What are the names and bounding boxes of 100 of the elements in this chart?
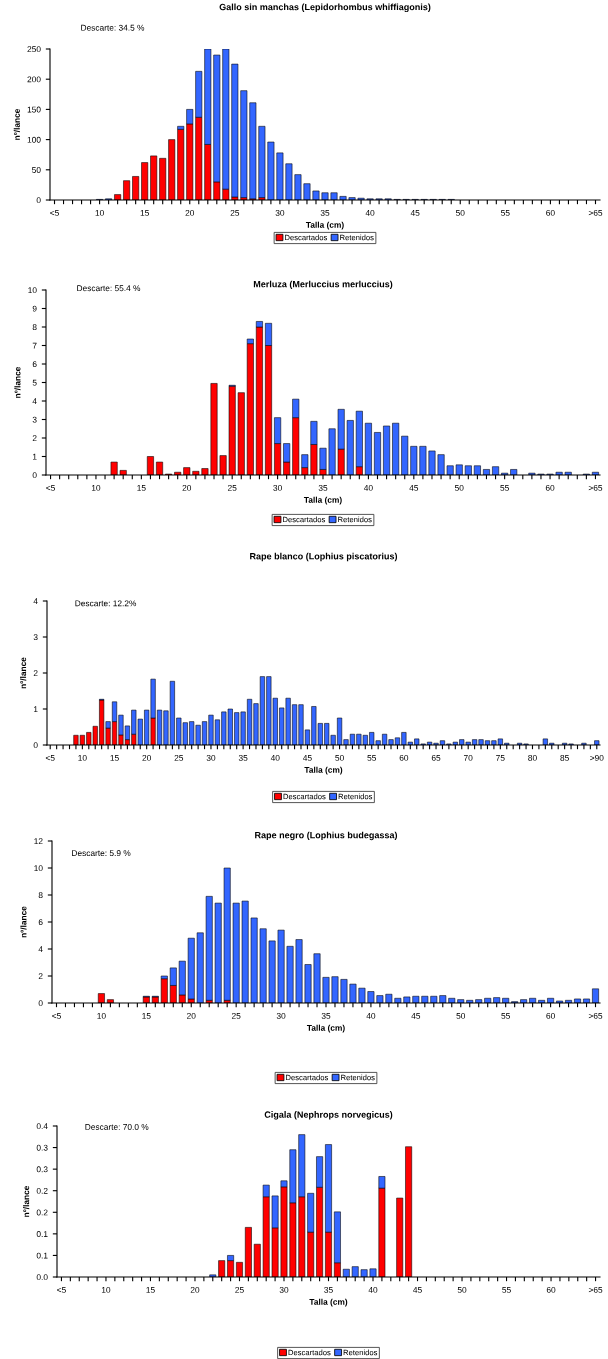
x-axis-title: Talla (cm) [306, 1024, 345, 1033]
x-tick-label: <5 [46, 485, 55, 491]
x-tick-label: 15 [110, 755, 119, 761]
x-tick-label: 60 [399, 754, 409, 761]
x-tick-label: >65 [588, 1286, 603, 1293]
y-tick-label: 2 [33, 670, 38, 677]
x-tick-label: >90 [590, 754, 604, 761]
x-tick-label: 25 [174, 754, 184, 761]
x-tick-label: 15 [146, 1287, 155, 1293]
x-tick-label: 10 [78, 754, 87, 761]
x-tick-label: <5 [52, 1013, 61, 1019]
x-tick-label: 50 [335, 754, 344, 761]
chart-title: Gallo sin manchas (Lepidorhombus whiffiagonis) [219, 3, 431, 13]
y-tick-label: 4 [33, 598, 38, 605]
annotation: Descarte: 55.4 % [77, 285, 141, 292]
x-tick-label: 30 [273, 484, 282, 491]
y-tick-label: 4 [32, 398, 37, 405]
y-tick-label: 12 [34, 838, 43, 845]
chart-title: Rape negro (Lophius budegassa) [255, 831, 398, 841]
annotation: Descarte: 70.0 % [85, 1124, 149, 1130]
annotation: Descarte: 5.9 % [72, 850, 131, 857]
text: Descarte: 34.5 % [81, 24, 145, 31]
y-tick-label: 7 [32, 342, 37, 349]
y-tick-label: 150 [27, 106, 41, 113]
x-tick-label: 40 [270, 754, 280, 761]
x-axis-title: Talla (cm) [304, 766, 343, 775]
x-tick-label: 10 [97, 1012, 106, 1019]
y-tick-label: 3 [32, 416, 37, 423]
y-axis-title: nº/lance [14, 366, 21, 398]
annotation: Descarte: 12.2% [75, 600, 137, 607]
x-axis-title: Talla (cm) [309, 1298, 348, 1307]
x-tick-label: 20 [187, 1012, 196, 1019]
chart-title: Rape blanco (Lophius piscatorius) [250, 552, 398, 562]
x-tick-label: 15 [142, 1013, 151, 1019]
y-tick-label: 3 [33, 634, 38, 641]
y-axis-title: nº/lance [13, 108, 20, 140]
y-tick-label: 0.1 [36, 1252, 48, 1259]
x-tick-label: 70 [463, 754, 473, 761]
x-tick-label: 35 [324, 1286, 333, 1293]
y-tick-label: 0.4 [36, 1123, 48, 1130]
y-tick-label: 50 [32, 167, 41, 173]
y-tick-label: 6 [38, 919, 43, 926]
x-tick-label: 25 [231, 1012, 241, 1019]
y-tick-label: 2 [32, 435, 37, 442]
y-tick-label: 0 [33, 742, 38, 749]
x-tick-label: >65 [588, 209, 603, 216]
x-tick-label: 45 [411, 1013, 421, 1019]
x-tick-label: 55 [501, 210, 510, 216]
y-tick-label: 4 [38, 946, 43, 953]
x-tick-label: <5 [57, 1287, 66, 1293]
x-tick-label: <5 [50, 210, 59, 216]
x-tick-label: >65 [588, 1012, 603, 1019]
y-tick-label: 8 [32, 324, 37, 331]
x-axis-title: Talla (cm) [303, 496, 342, 505]
x-tick-label: 10 [95, 209, 104, 216]
x-tick-label: 15 [140, 210, 149, 216]
x-tick-label: 25 [235, 1286, 244, 1293]
x-tick-label: 45 [409, 485, 419, 491]
x-tick-label: 35 [321, 1012, 331, 1019]
y-tick-label: 0.3 [36, 1166, 48, 1173]
x-tick-label: 60 [546, 209, 555, 216]
x-tick-label: 40 [366, 1012, 376, 1019]
x-tick-label: 50 [457, 1286, 467, 1293]
x-tick-label: 20 [142, 754, 151, 761]
x-tick-label: 60 [546, 1286, 556, 1293]
x-tick-label: 55 [367, 755, 377, 761]
y-tick-label: 0.2 [36, 1187, 48, 1194]
y-tick-label: 250 [27, 46, 41, 53]
x-tick-label: 45 [302, 755, 312, 761]
y-tick-label: 9 [32, 305, 37, 312]
x-tick-label: 10 [101, 1286, 111, 1293]
x-tick-label: 20 [182, 484, 192, 491]
x-tick-label: 20 [185, 209, 195, 216]
x-tick-label: 50 [456, 1012, 466, 1019]
y-tick-label: 10 [34, 865, 43, 872]
y-tick-label: 100 [27, 136, 41, 143]
x-tick-label: 30 [275, 209, 285, 216]
y-tick-label: 5 [32, 379, 37, 386]
x-tick-label: 30 [206, 754, 216, 761]
x-tick-label: 40 [363, 484, 373, 491]
x-tick-label: 55 [501, 1013, 510, 1019]
x-tick-label: 20 [190, 1286, 200, 1293]
x-tick-label: 55 [502, 1287, 511, 1293]
x-tick-label: 50 [454, 484, 464, 491]
y-axis-title: nº/lance [20, 657, 27, 689]
x-tick-label: 15 [137, 485, 146, 491]
y-tick-label: 1 [33, 706, 38, 713]
chart-title: Merluza (Merluccius merluccius) [253, 280, 393, 290]
x-tick-label: 80 [528, 754, 537, 761]
x-tick-label: 30 [279, 1286, 289, 1293]
y-tick-label: 10 [28, 287, 37, 294]
y-tick-label: 6 [32, 361, 37, 368]
x-tick-label: 30 [276, 1012, 286, 1019]
x-tick-label: 85 [560, 754, 569, 761]
y-tick-label: 1 [32, 453, 37, 460]
y-tick-label: 0 [32, 472, 37, 479]
x-tick-label: >65 [588, 484, 603, 491]
x-tick-label: 45 [410, 210, 420, 216]
chart-title: Cigala (Nephrops norvegicus) [264, 1111, 393, 1120]
x-tick-label: 50 [455, 209, 465, 216]
